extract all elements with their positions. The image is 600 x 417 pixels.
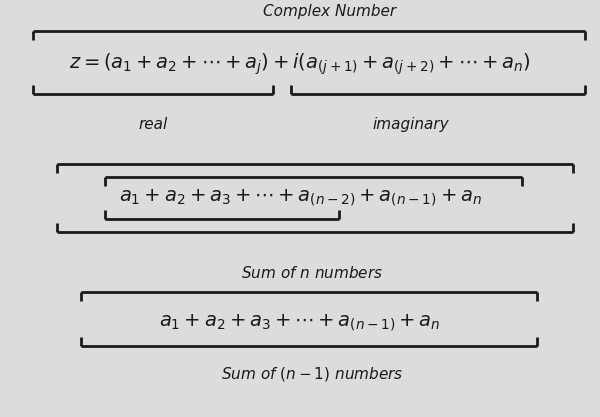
Text: real: real [139,117,167,132]
Text: $a_1 + a_2 + a_3 + \cdots + a_{(n-1)} +a_n$: $a_1 + a_2 + a_3 + \cdots + a_{(n-1)} +a… [159,313,441,333]
Text: imaginary: imaginary [373,117,449,132]
Text: $a_1 + a_2 + a_3 + \cdots + a_{(n-2)} +a_{(n-1)} +a_n$: $a_1 + a_2 + a_3 + \cdots + a_{(n-2)} +a… [119,188,481,208]
Text: Sum of $n$ numbers: Sum of $n$ numbers [241,266,383,281]
Text: $z = (a_1 + a_2 + \cdots + a_j) + i(a_{(j+1)} + a_{(j+2)} + \cdots + a_n)$: $z = (a_1 + a_2 + \cdots + a_j) + i(a_{(… [69,52,531,78]
Text: Sum of $(n-1)$ numbers: Sum of $(n-1)$ numbers [221,365,403,383]
Text: Complex Number: Complex Number [263,4,397,19]
